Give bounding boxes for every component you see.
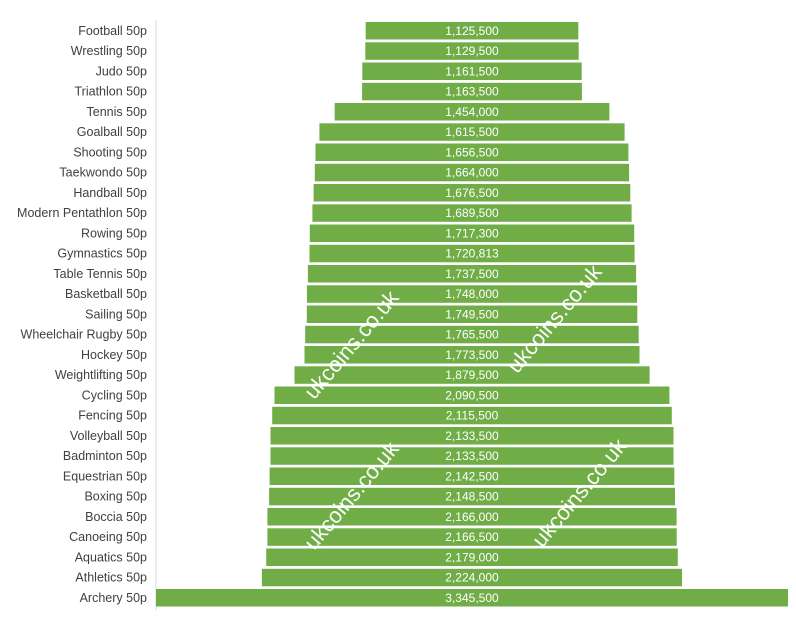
value-label-21: 2,133,500 — [445, 449, 499, 463]
bar-27 — [261, 568, 682, 587]
value-label-15: 1,765,500 — [445, 328, 499, 342]
value-label-2: 1,161,500 — [445, 64, 499, 78]
value-label-13: 1,748,000 — [445, 287, 499, 301]
category-label-18: Cycling 50p — [82, 388, 147, 402]
category-label-19: Fencing 50p — [78, 409, 147, 423]
bar-18 — [274, 386, 670, 404]
category-label-0: Football 50p — [78, 24, 147, 38]
value-label-17: 1,879,500 — [445, 368, 499, 382]
bar-7 — [314, 163, 630, 182]
bar-25 — [267, 528, 677, 546]
bar-10 — [309, 224, 635, 242]
value-label-8: 1,676,500 — [445, 186, 499, 200]
category-label-14: Sailing 50p — [85, 307, 147, 321]
category-label-1: Wrestling 50p — [71, 44, 147, 58]
category-label-10: Rowing 50p — [81, 226, 147, 240]
value-label-19: 2,115,500 — [446, 409, 499, 423]
bar-6 — [315, 143, 629, 161]
bar-16 — [304, 346, 640, 364]
value-label-3: 1,163,500 — [445, 85, 499, 99]
category-label-6: Shooting 50p — [73, 145, 147, 159]
value-label-11: 1,720,813 — [445, 247, 499, 261]
category-label-15: Wheelchair Rugby 50p — [21, 328, 148, 342]
value-label-24: 2,166,000 — [445, 510, 499, 524]
category-label-7: Taekwondo 50p — [59, 166, 147, 180]
bar-5 — [319, 123, 625, 141]
value-label-16: 1,773,500 — [445, 348, 499, 362]
value-label-1: 1,129,500 — [445, 44, 499, 58]
value-label-5: 1,615,500 — [445, 125, 499, 139]
category-label-3: Triathlon 50p — [75, 85, 148, 99]
value-label-10: 1,717,300 — [445, 226, 499, 240]
value-labels-group: 1,125,500 1,129,500 1,161,500 1,163,500 1,45… — [445, 24, 499, 605]
category-label-11: Gymnastics 50p — [57, 247, 147, 261]
category-labels-group: Football 50p Wrestling 50p Judo 50p Triathl… — [17, 24, 147, 605]
value-label-23: 2,148,500 — [445, 490, 499, 504]
value-label-18: 2,090,500 — [445, 388, 499, 402]
value-label-4: 1,454,000 — [445, 105, 499, 119]
value-label-25: 2,166,500 — [445, 530, 499, 544]
value-label-28: 3,345,500 — [445, 591, 499, 605]
bar-17 — [294, 366, 650, 384]
value-label-6: 1,656,500 — [445, 145, 499, 159]
category-label-16: Hockey 50p — [81, 348, 147, 362]
category-label-13: Basketball 50p — [65, 287, 147, 301]
category-label-28: Archery 50p — [80, 591, 147, 605]
category-label-17: Weightlifting 50p — [55, 368, 147, 382]
category-label-9: Modern Pentathlon 50p — [17, 206, 147, 220]
bar-1 — [365, 42, 579, 60]
bar-4 — [334, 103, 610, 121]
bar-15 — [305, 325, 639, 344]
category-label-25: Canoeing 50p — [69, 530, 147, 544]
bar-23 — [269, 487, 675, 506]
value-label-26: 2,179,000 — [445, 550, 499, 564]
bar-24 — [267, 508, 677, 526]
value-label-0: 1,125,500 — [445, 24, 499, 38]
category-label-21: Badminton 50p — [63, 449, 147, 463]
value-label-12: 1,737,500 — [445, 267, 499, 281]
bar-0 — [365, 22, 579, 40]
bar-26 — [266, 548, 678, 566]
value-label-14: 1,749,500 — [445, 307, 499, 321]
category-label-8: Handball 50p — [73, 186, 147, 200]
value-label-7: 1,664,000 — [445, 166, 499, 180]
category-label-12: Table Tennis 50p — [53, 267, 147, 281]
bar-2 — [362, 62, 582, 80]
bar-14 — [306, 305, 638, 323]
category-label-23: Boxing 50p — [84, 490, 147, 504]
bar-28 — [156, 589, 788, 607]
category-label-20: Volleyball 50p — [70, 429, 147, 443]
category-label-27: Athletics 50p — [75, 571, 147, 585]
bar-20 — [270, 427, 674, 445]
bar-13 — [306, 285, 638, 303]
bar-3 — [362, 82, 582, 101]
bar-21 — [270, 447, 674, 465]
value-label-27: 2,224,000 — [445, 571, 499, 585]
bar-9 — [312, 204, 632, 222]
bar-8 — [313, 184, 631, 202]
bar-12 — [307, 265, 637, 283]
category-label-26: Aquatics 50p — [75, 550, 147, 564]
bar-11 — [309, 244, 635, 263]
category-label-2: Judo 50p — [96, 64, 147, 78]
bar-22 — [269, 467, 675, 485]
category-label-5: Goalball 50p — [77, 125, 147, 139]
category-label-22: Equestrian 50p — [63, 469, 147, 483]
value-label-20: 2,133,500 — [445, 429, 499, 443]
bars-group — [156, 22, 788, 607]
bar-19 — [272, 406, 672, 425]
value-label-22: 2,142,500 — [445, 469, 499, 483]
category-label-4: Tennis 50p — [87, 105, 148, 119]
value-label-9: 1,689,500 — [445, 206, 499, 220]
category-label-24: Boccia 50p — [85, 510, 147, 524]
